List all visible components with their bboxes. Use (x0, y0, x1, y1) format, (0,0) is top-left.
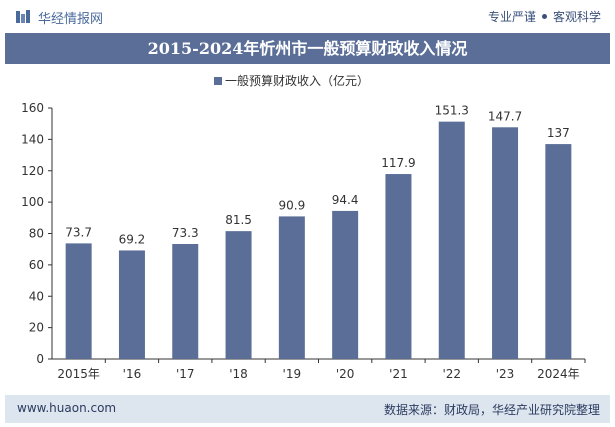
bar-value-label: 117.9 (381, 156, 415, 170)
data-source: 数据来源：财政局，华经产业研究院整理 (383, 403, 600, 417)
legend-label: 一般预算财政收入（亿元） (225, 73, 369, 88)
bar-value-label: 94.4 (332, 193, 359, 207)
bar (278, 216, 305, 359)
footer-bar: www.huaon.com 数据来源：财政局，华经产业研究院整理 (5, 395, 610, 423)
y-tick-label: 60 (29, 258, 44, 272)
bar (438, 121, 465, 359)
bar-value-label: 81.5 (225, 213, 252, 227)
title-bar: 2015-2024年忻州市一般预算财政收入情况 (5, 33, 610, 64)
bar (65, 243, 92, 359)
bar-value-label: 137 (547, 126, 570, 140)
x-tick-label: 2015年 (57, 367, 100, 381)
bar-value-label: 73.7 (65, 225, 92, 239)
y-tick-label: 120 (21, 164, 44, 178)
x-tick-label: '16 (123, 367, 142, 381)
bar (118, 250, 145, 359)
bar (332, 210, 359, 359)
slogan-right: 客观科学 (552, 10, 601, 24)
slogan: 专业严谨 客观科学 (488, 8, 601, 25)
bullet-icon (541, 14, 547, 19)
legend-swatch (214, 77, 222, 85)
bar-value-label: 73.3 (172, 226, 199, 240)
footer-url: www.huaon.com (17, 401, 117, 415)
x-tick-label: '18 (229, 367, 248, 381)
x-tick-label: '17 (176, 367, 195, 381)
bar (225, 231, 252, 359)
bar-value-label: 151.3 (435, 104, 469, 118)
bar-chart: 一般预算财政收入（亿元） 0 20 40 60 80 100 120 140 160 73.7 201… (21, 73, 586, 381)
y-tick-label: 40 (29, 289, 44, 303)
chart-title: 2015-2024年忻州市一般预算财政收入情况 (147, 39, 468, 58)
y-tick-label: 140 (21, 132, 44, 146)
chart-legend: 一般预算财政收入（亿元） (214, 73, 369, 88)
y-tick-label: 20 (29, 321, 44, 335)
top-bar: 华经情报网 专业严谨 客观科学 (0, 0, 615, 33)
bar (172, 244, 199, 359)
x-tick-label: '22 (442, 367, 461, 381)
logo-icon (16, 10, 30, 23)
y-tick-label: 0 (36, 352, 44, 366)
bar-value-label: 69.2 (119, 232, 146, 246)
x-tick-label: '19 (283, 367, 302, 381)
bar (385, 174, 412, 359)
brand-name: 华经情报网 (38, 12, 104, 27)
bar (545, 144, 572, 359)
x-tick-label: 2024年 (537, 367, 580, 381)
x-tick-label: '21 (389, 367, 408, 381)
y-tick-label: 160 (21, 101, 44, 115)
x-tick-label: '20 (336, 367, 355, 381)
y-tick-label: 80 (29, 227, 44, 241)
bar (492, 127, 519, 359)
x-tick-label: '23 (496, 367, 515, 381)
bar-value-label: 90.9 (278, 198, 305, 212)
bar-value-label: 147.7 (488, 109, 522, 123)
slogan-left: 专业严谨 (487, 10, 536, 24)
y-tick-label: 100 (21, 195, 44, 209)
